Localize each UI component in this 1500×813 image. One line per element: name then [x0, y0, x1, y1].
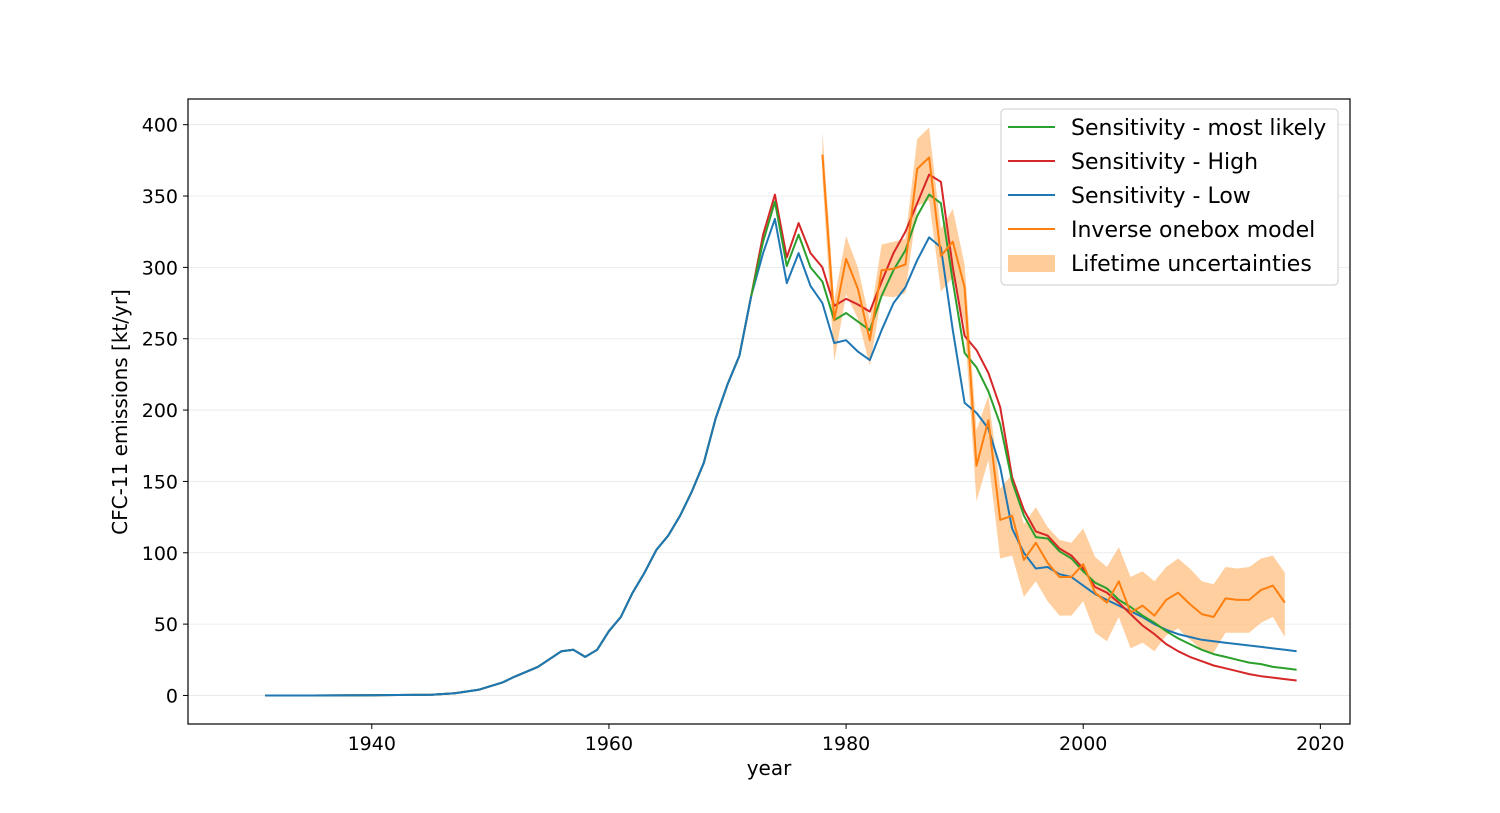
- y-tick-label: 100: [142, 543, 178, 565]
- legend-label-high: Sensitivity - High: [1071, 150, 1258, 175]
- legend-label-low: Sensitivity - Low: [1071, 184, 1251, 209]
- y-tick-label: 150: [142, 471, 178, 493]
- y-tick-label: 0: [166, 685, 178, 707]
- y-tick-label: 50: [154, 614, 178, 636]
- series-line-shared-early: [265, 295, 753, 697]
- legend-label-most-likely: Sensitivity - most likely: [1071, 116, 1326, 141]
- y-tick-label: 350: [142, 186, 178, 208]
- legend: Sensitivity - most likely Sensitivity - …: [1000, 108, 1339, 286]
- x-tick-label: 1940: [348, 733, 396, 755]
- series-layer: [265, 154, 1297, 697]
- x-tick-label: 1980: [822, 733, 870, 755]
- y-tick-label: 250: [142, 329, 178, 351]
- legend-box: [1000, 108, 1339, 286]
- y-axis-title: CFC-11 emissions [kt/yr]: [108, 289, 132, 535]
- x-axis-ticks: 1940 1960 1980 2000 2020: [348, 724, 1345, 755]
- series-line-inverse: [821, 154, 1286, 618]
- uncertainty-band-layer: [822, 127, 1285, 653]
- x-tick-label: 2020: [1296, 733, 1344, 755]
- x-tick-label: 1960: [585, 733, 633, 755]
- legend-swatch-band: [1008, 255, 1055, 272]
- y-tick-label: 300: [142, 257, 178, 279]
- y-tick-label: 400: [142, 115, 178, 137]
- legend-label-band: Lifetime uncertainties: [1071, 252, 1312, 277]
- y-axis-ticks: 0 50 100 150 200 250 300 350 400: [142, 115, 188, 707]
- plot-frame: [187, 98, 1351, 725]
- x-tick-label: 2000: [1059, 733, 1107, 755]
- y-tick-label: 200: [142, 400, 178, 422]
- x-axis-title: year: [747, 756, 792, 780]
- legend-label-inverse: Inverse onebox model: [1071, 218, 1315, 243]
- uncertainty-band: [822, 127, 1285, 653]
